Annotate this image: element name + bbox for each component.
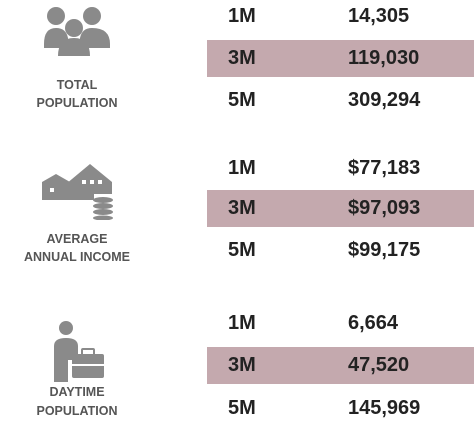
value: 309,294 <box>348 89 421 111</box>
section-label: POPULATION <box>36 404 118 418</box>
population-icon <box>44 7 110 56</box>
highlight-band <box>207 190 474 227</box>
value: 145,969 <box>348 397 421 419</box>
value: 14,305 <box>348 5 410 27</box>
value: 6,664 <box>348 312 399 334</box>
highlight-band <box>207 347 474 384</box>
section-label: ANNUAL INCOME <box>23 250 131 264</box>
value: $99,175 <box>348 239 421 261</box>
radius: 3M <box>228 354 256 376</box>
radius: 1M <box>228 5 256 27</box>
section-label: DAYTIME <box>49 385 105 399</box>
value: $77,183 <box>348 157 421 179</box>
radius: 1M <box>228 312 256 334</box>
radius: 3M <box>228 47 256 69</box>
radius: 5M <box>228 89 256 111</box>
section-label: AVERAGE <box>46 232 108 246</box>
radius: 1M <box>228 157 256 179</box>
radius: 5M <box>228 397 256 419</box>
value: $97,093 <box>348 197 421 219</box>
section-label: POPULATION <box>36 96 118 110</box>
radius: 5M <box>228 239 256 261</box>
highlight-band <box>207 40 474 77</box>
radius: 3M <box>228 197 256 219</box>
section-label: TOTAL <box>56 78 98 92</box>
value: 47,520 <box>348 354 410 376</box>
value: 119,030 <box>348 47 420 69</box>
daytime-icon <box>54 321 104 382</box>
income-icon <box>42 164 113 220</box>
